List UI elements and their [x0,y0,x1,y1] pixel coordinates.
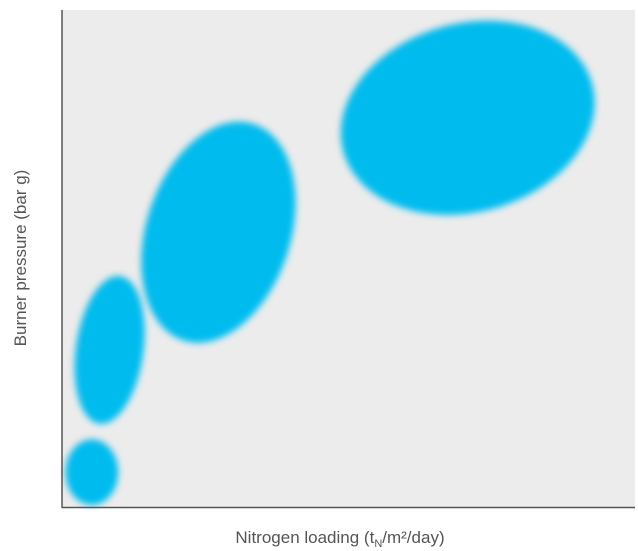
x-axis-title: Nitrogen loading (tN/m²/day) [235,528,444,550]
cluster-layer [65,20,595,506]
data-cluster-4 [340,20,595,215]
x-axis-title-prefix: Nitrogen loading (t [235,528,374,547]
x-axis-title-subscript: N [374,538,382,550]
data-cluster-2 [74,275,145,424]
y-axis-title: Burner pressure (bar g) [11,170,30,347]
x-axis-title-suffix: /m²/day) [382,528,444,547]
data-cluster-1 [65,439,119,506]
data-cluster-3 [141,121,296,343]
